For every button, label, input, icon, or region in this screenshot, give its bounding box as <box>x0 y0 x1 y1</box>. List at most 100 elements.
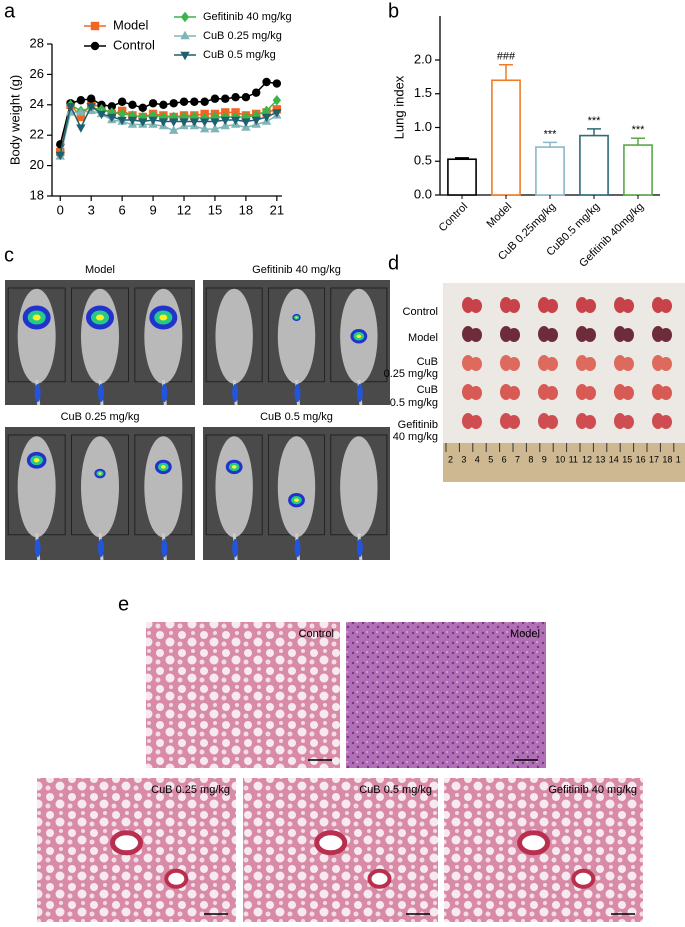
x-tick-label: 18 <box>239 202 253 217</box>
histology-image <box>346 622 546 768</box>
signal <box>159 314 168 321</box>
lung <box>546 357 558 371</box>
row-label: 0.5 mg/kg <box>390 397 438 409</box>
marker <box>86 103 96 112</box>
ruler-number: 11 <box>569 454 578 464</box>
vessel <box>164 868 189 889</box>
lung <box>508 328 520 342</box>
image-title: Gefitinib 40 mg/kg <box>548 784 637 796</box>
lung <box>622 357 634 371</box>
x-tick-label: 3 <box>88 202 95 217</box>
legend-label: CuB 0.25 mg/kg <box>203 30 282 42</box>
y-tick-label: 0.0 <box>414 186 432 201</box>
marker <box>148 116 158 126</box>
error-bar <box>455 157 469 160</box>
mouse-body <box>144 288 183 384</box>
vessel <box>367 868 392 889</box>
marker <box>117 116 127 126</box>
signal <box>98 472 102 475</box>
lung <box>508 299 520 313</box>
marker <box>117 97 127 106</box>
ruler-number: 3 <box>461 454 466 464</box>
annotation: *** <box>544 128 558 140</box>
ruler-number: 16 <box>636 454 646 464</box>
legend-label: CuB 0.5 mg/kg <box>203 49 276 61</box>
mouse-body <box>277 288 316 384</box>
y-tick-label: 26 <box>30 66 44 81</box>
marker <box>90 41 100 51</box>
marker <box>210 123 220 133</box>
y-axis-label: Body weight (g) <box>7 75 22 165</box>
series-line <box>59 104 278 156</box>
series-line <box>59 81 277 145</box>
lung <box>470 299 482 313</box>
image-title: Gefitinib 40 mg/kg <box>252 264 341 276</box>
lung <box>584 415 596 429</box>
marker <box>107 113 117 123</box>
marker <box>159 111 168 123</box>
lung-photo <box>443 283 685 443</box>
marker <box>220 116 230 126</box>
lung <box>508 357 520 371</box>
lung <box>584 328 596 342</box>
marker <box>86 94 96 103</box>
signal <box>231 465 237 469</box>
marker <box>138 111 147 123</box>
signal <box>294 539 301 557</box>
image-title: CuB 0.25 mg/kg <box>61 411 140 423</box>
bar <box>491 79 521 196</box>
annotation: *** <box>632 124 646 136</box>
x-tick-label: 21 <box>270 202 284 217</box>
x-tick-label: Model <box>484 201 514 231</box>
marker <box>221 94 230 103</box>
marker <box>76 107 86 116</box>
signal <box>161 384 168 402</box>
mouse-body <box>17 288 56 384</box>
marker <box>241 118 251 127</box>
lung <box>660 357 672 371</box>
signal <box>96 314 104 321</box>
row-label: CuB <box>417 356 438 368</box>
lung <box>660 386 672 400</box>
row-label: Gefitinib <box>398 419 438 431</box>
mouse-body <box>277 436 316 538</box>
ruler-number: 18 <box>662 454 672 464</box>
y-tick-label: 22 <box>30 127 44 142</box>
lung <box>660 415 672 429</box>
lung <box>546 415 558 429</box>
mouse-body <box>81 436 119 538</box>
signal <box>98 384 104 402</box>
image-title: CuB 0.25 mg/kg <box>151 784 230 796</box>
image-title: Model <box>85 264 115 276</box>
marker <box>251 116 261 126</box>
ruler-number: 13 <box>595 454 605 464</box>
signal <box>356 384 363 402</box>
marker <box>210 94 220 103</box>
marker <box>272 109 282 118</box>
marker <box>180 30 190 40</box>
legend-label: Model <box>113 17 149 32</box>
panel-label: a <box>4 0 16 22</box>
signal <box>232 539 239 557</box>
marker <box>169 99 178 108</box>
ruler-number: 10 <box>555 454 565 464</box>
y-tick-label: 20 <box>30 157 44 172</box>
lung <box>470 415 482 429</box>
error-bar <box>499 63 513 81</box>
ruler-number: 2 <box>448 454 453 464</box>
y-tick-label: 28 <box>30 35 44 50</box>
marker <box>190 97 199 106</box>
marker <box>76 124 86 133</box>
signal <box>295 316 298 319</box>
legend-label: Control <box>113 37 155 52</box>
annotation: *** <box>588 115 602 127</box>
signal <box>34 384 41 402</box>
marker <box>169 125 179 134</box>
x-tick-label: 6 <box>119 202 126 217</box>
lung <box>584 299 596 313</box>
x-tick-label: Control <box>437 201 471 235</box>
lung <box>470 357 482 371</box>
ruler-number: 4 <box>475 454 480 464</box>
marker <box>127 116 138 126</box>
